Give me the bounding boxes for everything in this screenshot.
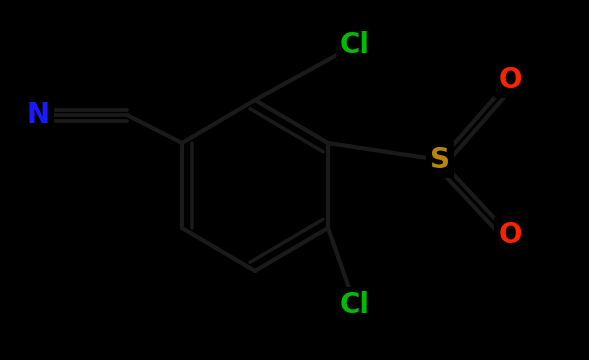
Text: S: S	[430, 146, 450, 174]
Text: O: O	[498, 66, 522, 94]
Text: Cl: Cl	[340, 31, 370, 59]
Text: Cl: Cl	[340, 291, 370, 319]
Text: N: N	[27, 101, 49, 129]
Text: O: O	[498, 221, 522, 249]
